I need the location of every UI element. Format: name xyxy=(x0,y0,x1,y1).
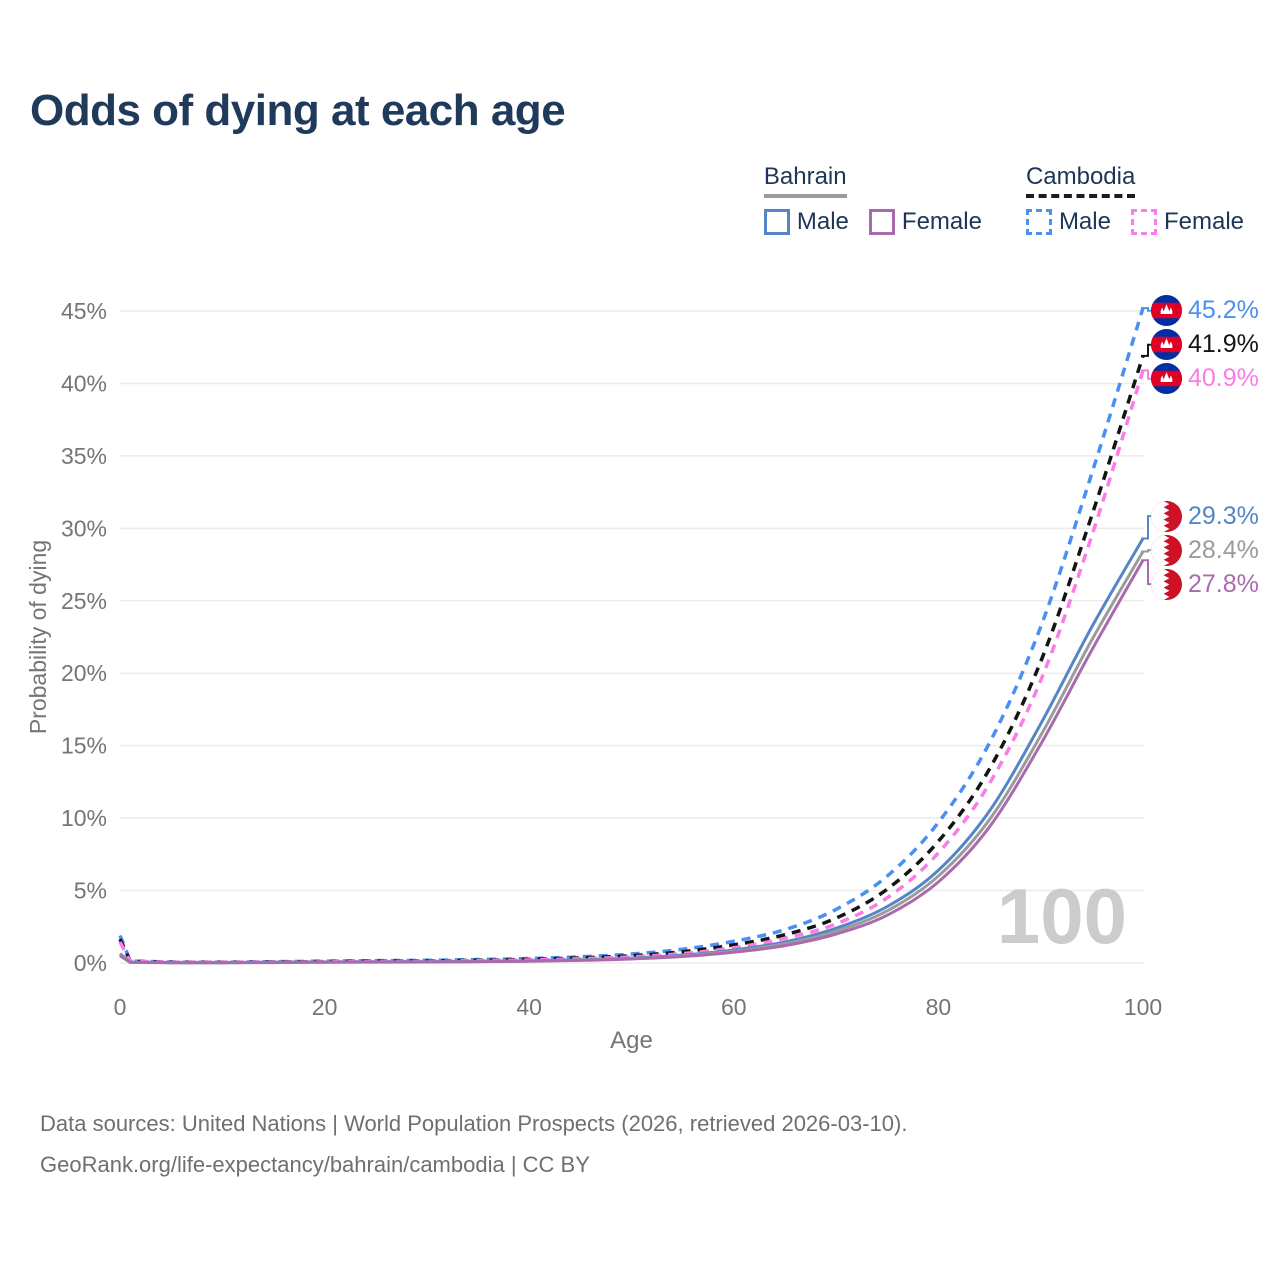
data-source-line1: Data sources: United Nations | World Pop… xyxy=(40,1111,908,1136)
svg-text:0%: 0% xyxy=(74,950,107,976)
legend-country-bahrain[interactable]: Bahrain xyxy=(763,163,847,198)
end-label-cambodia-male: 45.2% xyxy=(1151,294,1259,328)
page-title: Odds of dying at each age xyxy=(30,86,566,135)
legend-group-cambodia: Cambodia Male Female xyxy=(1025,163,1244,236)
svg-text:Probability of dying: Probability of dying xyxy=(25,540,51,734)
svg-text:20: 20 xyxy=(312,994,338,1020)
svg-text:60: 60 xyxy=(721,994,747,1020)
svg-text:40%: 40% xyxy=(61,370,107,396)
svg-text:30%: 30% xyxy=(61,515,107,541)
cambodia-flag-icon xyxy=(1151,329,1182,360)
end-label-value: 41.9% xyxy=(1188,330,1259,359)
end-label-value: 28.4% xyxy=(1188,535,1259,564)
svg-text:15%: 15% xyxy=(61,733,107,759)
svg-text:100: 100 xyxy=(997,872,1127,960)
svg-text:20%: 20% xyxy=(61,660,107,686)
legend-item-label: Female xyxy=(1163,208,1244,235)
svg-text:100: 100 xyxy=(1124,994,1162,1020)
legend-item-label: Male xyxy=(1058,208,1111,235)
bahrain-flag-icon xyxy=(1151,569,1182,600)
svg-text:0: 0 xyxy=(114,994,127,1020)
bahrain-male-swatch-icon xyxy=(763,209,790,235)
svg-text:35%: 35% xyxy=(61,443,107,469)
end-label-cambodia-female: 40.9% xyxy=(1151,362,1259,396)
data-source-note: Data sources: United Nations | World Pop… xyxy=(40,1104,907,1185)
legend-item-label: Female xyxy=(901,208,982,235)
svg-text:45%: 45% xyxy=(61,298,107,324)
data-source-line2: GeoRank.org/life-expectancy/bahrain/camb… xyxy=(40,1151,590,1177)
legend-item-cambodia-female[interactable]: Female xyxy=(1130,208,1244,236)
end-label-value: 27.8% xyxy=(1188,569,1259,598)
cambodia-flag-icon xyxy=(1151,363,1182,394)
end-label-value: 29.3% xyxy=(1188,501,1259,530)
cambodia-female-swatch-icon xyxy=(1130,209,1157,235)
cambodia-flag-icon xyxy=(1151,295,1182,326)
legend-group-bahrain: Bahrain Male Female xyxy=(763,163,982,236)
end-label-cambodia-both: 41.9% xyxy=(1151,328,1259,362)
legend-item-cambodia-male[interactable]: Male xyxy=(1025,208,1111,236)
svg-text:40: 40 xyxy=(516,994,542,1020)
bahrain-flag-icon xyxy=(1151,535,1182,566)
svg-text:25%: 25% xyxy=(61,588,107,614)
bahrain-female-swatch-icon xyxy=(868,209,895,235)
legend-item-bahrain-male[interactable]: Male xyxy=(763,208,849,236)
end-label-bahrain-female: 27.8% xyxy=(1151,567,1259,601)
chart-legend: Bahrain Male Female Cambodia Male xyxy=(763,163,1244,236)
legend-country-cambodia[interactable]: Cambodia xyxy=(1025,163,1136,198)
bahrain-flag-icon xyxy=(1151,501,1182,532)
end-label-bahrain-both: 28.4% xyxy=(1151,533,1259,567)
legend-item-bahrain-female[interactable]: Female xyxy=(868,208,982,236)
svg-text:Age: Age xyxy=(610,1027,653,1054)
svg-text:80: 80 xyxy=(926,994,952,1020)
cambodia-male-swatch-icon xyxy=(1025,209,1052,235)
legend-item-label: Male xyxy=(796,208,849,235)
end-label-bahrain-male: 29.3% xyxy=(1151,499,1259,533)
end-label-value: 45.2% xyxy=(1188,296,1259,325)
svg-text:5%: 5% xyxy=(74,878,107,904)
svg-text:10%: 10% xyxy=(61,805,107,831)
end-label-value: 40.9% xyxy=(1188,364,1259,393)
